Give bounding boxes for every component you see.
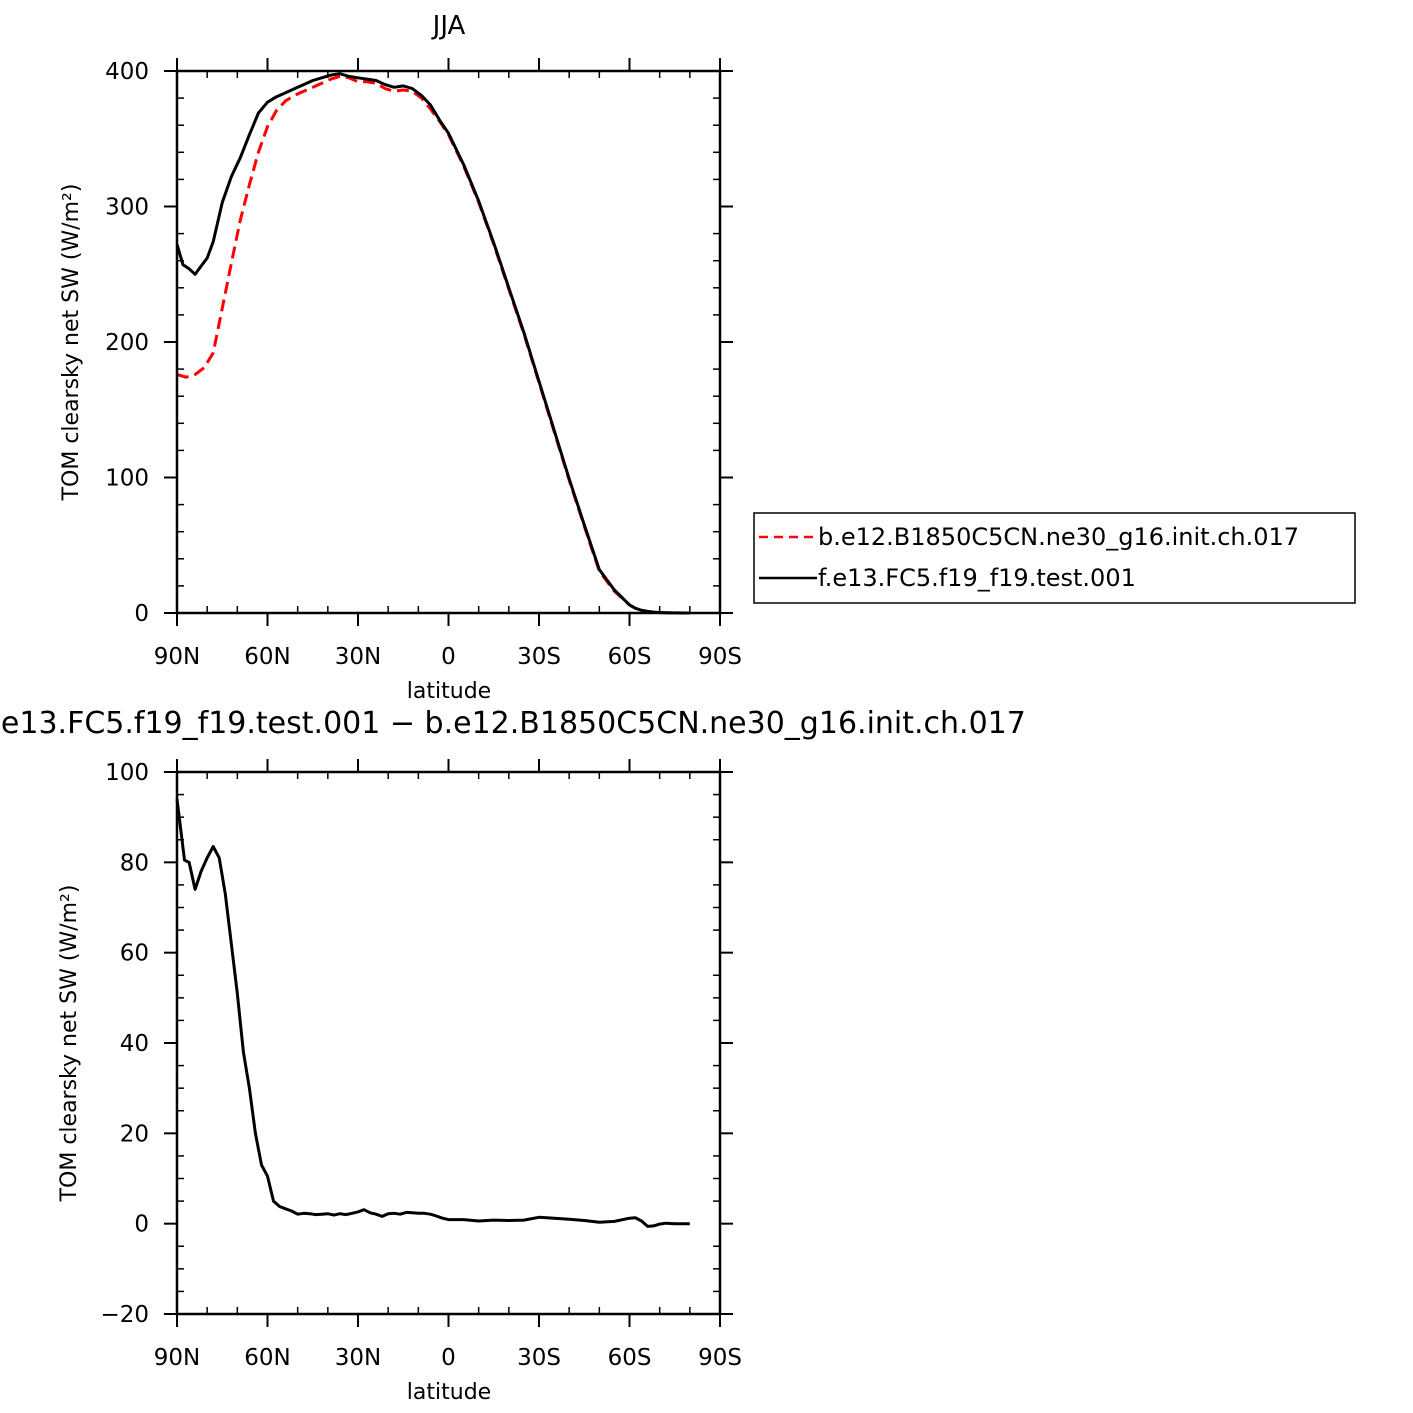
bottom-x-tick-label: 90N (154, 1345, 200, 1371)
bottom-x-tick-label: 30N (335, 1345, 381, 1371)
bottom-series-lines (175, 798, 690, 1228)
top-y-tick-label: 0 (134, 601, 149, 627)
top-x-tick-label: 60N (244, 644, 290, 670)
top-x-tick-labels: 90N 60N 30N 0 30S 60S 90S (154, 644, 742, 670)
top-y-tick-label: 100 (105, 466, 149, 492)
bottom-x-tick-labels: 90N 60N 30N 0 30S 60S 90S (154, 1345, 742, 1371)
bottom-x-tick-label: 90S (698, 1345, 742, 1371)
top-x-tick-label: 30S (517, 644, 561, 670)
legend-label-series-2: f.e13.FC5.f19_f19.test.001 (818, 564, 1136, 592)
top-y-tick-label: 200 (105, 330, 149, 356)
legend-label-series-1: b.e12.B1850C5CN.ne30_g16.init.ch.017 (818, 523, 1299, 551)
bottom-y-tick-label: 80 (120, 850, 149, 876)
bottom-y-tick-label: 0 (134, 1212, 149, 1238)
legend-frame (753, 512, 1356, 604)
bottom-y-tick-label: 100 (105, 760, 149, 786)
top-series-line-2 (175, 72, 690, 615)
bottom-y-tick-label: −20 (100, 1302, 149, 1328)
bottom-y-tick-labels: −20 0 20 40 60 80 100 (100, 760, 149, 1328)
top-y-tick-label: 300 (105, 195, 149, 221)
top-x-tick-label: 30N (335, 644, 381, 670)
top-x-tick-label: 60S (608, 644, 652, 670)
legend: b.e12.B1850C5CN.ne30_g16.init.ch.017 f.e… (753, 512, 1356, 604)
top-x-tick-label: 90S (698, 644, 742, 670)
bottom-x-axis-label: latitude (407, 1380, 491, 1405)
bottom-x-tick-label: 60S (608, 1345, 652, 1371)
bottom-y-axis-label: TOM clearsky net SW (W/m²) (57, 885, 82, 1203)
top-x-axis-label: latitude (407, 679, 491, 704)
top-series-lines (175, 72, 690, 615)
bottom-plot-frame (175, 770, 722, 1316)
top-plot-frame (175, 69, 722, 615)
top-x-tick-label: 90N (154, 644, 200, 670)
bottom-x-tick-label: 60N (244, 1345, 290, 1371)
bottom-series-line-1 (175, 798, 690, 1228)
top-chart-title: JJA (431, 11, 466, 41)
bottom-x-tick-label: 0 (441, 1345, 456, 1371)
top-y-tick-label: 400 (105, 59, 149, 85)
bottom-x-tick-label: 30S (517, 1345, 561, 1371)
bottom-chart-title: f.e13.FC5.f19_f19.test.001 − b.e12.B1850… (0, 706, 1026, 741)
top-axis-ticks (164, 58, 733, 626)
bottom-panel: f.e13.FC5.f19_f19.test.001 − b.e12.B1850… (0, 706, 1026, 1405)
top-x-tick-label: 0 (441, 644, 456, 670)
top-y-tick-labels: 0 100 200 300 400 (105, 59, 149, 627)
bottom-y-tick-label: 20 (120, 1121, 149, 1147)
bottom-y-tick-label: 60 (120, 941, 149, 967)
top-y-axis-label: TOM clearsky net SW (W/m²) (59, 184, 84, 502)
bottom-y-tick-label: 40 (120, 1031, 149, 1057)
top-panel: JJA 0 100 200 300 400 90N 60N 30N 0 30S 60S 90S la… (59, 11, 742, 704)
